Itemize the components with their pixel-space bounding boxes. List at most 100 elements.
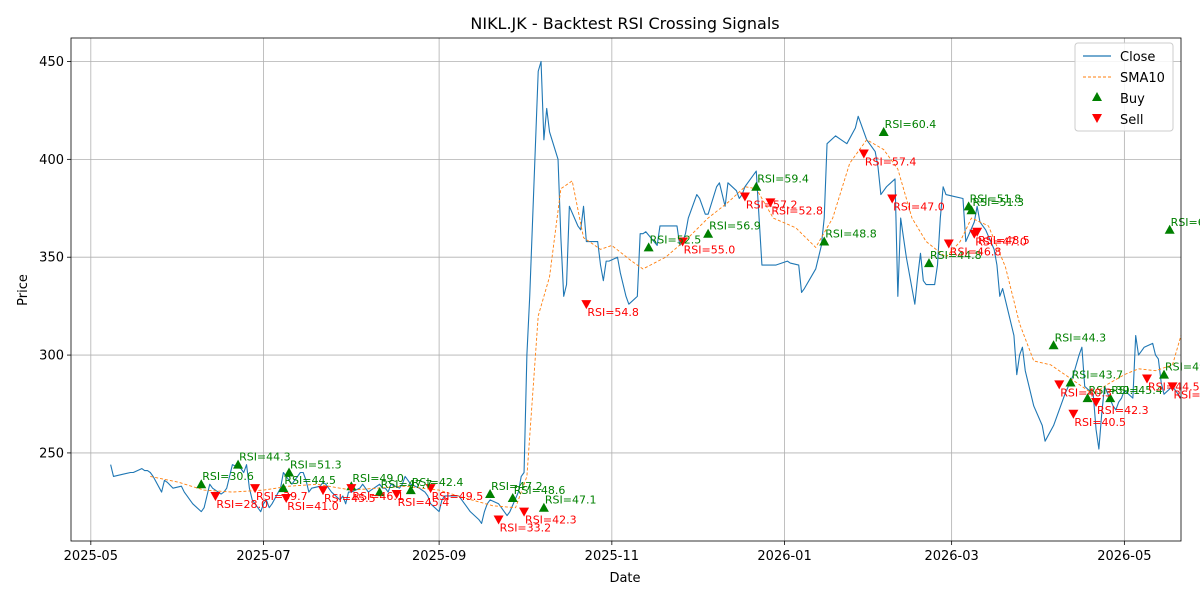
buy-marker xyxy=(278,483,289,493)
buy-marker xyxy=(1065,377,1076,387)
buy-marker xyxy=(966,205,977,215)
buy-annotation: RSI=42.4 xyxy=(412,476,464,489)
sell-marker xyxy=(250,484,261,494)
buy-annotation: RSI=52.5 xyxy=(650,233,702,246)
plot-frame xyxy=(70,37,1182,542)
sell-marker xyxy=(519,507,530,517)
sell-annotation: RSI=42.3 xyxy=(525,514,577,527)
buy-marker xyxy=(1048,340,1059,350)
close-price-line xyxy=(110,60,1182,524)
buy-annotation: RSI=49.0 xyxy=(352,472,404,485)
buy-annotation: RSI=48.8 xyxy=(825,228,877,241)
buy-annotation: RSI=51.3 xyxy=(972,196,1024,209)
y-tick-label: 450 xyxy=(39,55,64,70)
sell-annotation: RSI=42.3 xyxy=(1097,404,1149,417)
x-tick-label: 2026-05 xyxy=(1097,549,1151,564)
buy-marker xyxy=(374,487,385,497)
x-axis-ticks: 2025-05 2025-07 2025-09 2025-11 2026-01 2026-… xyxy=(64,541,1152,564)
buy-annotation: RSI=30.6 xyxy=(202,470,254,483)
buy-marker xyxy=(819,236,830,246)
signal-markers xyxy=(196,126,1178,525)
sell-marker xyxy=(1091,398,1102,408)
x-tick-label: 2025-05 xyxy=(64,549,118,564)
buy-marker xyxy=(751,181,762,191)
x-axis-label: Date xyxy=(609,571,640,586)
sell-marker xyxy=(346,484,357,494)
buy-marker xyxy=(196,479,207,489)
sell-annotation: RSI=40.5 xyxy=(1074,416,1126,429)
buy-annotation: RSI=59.4 xyxy=(757,173,809,186)
buy-annotation: RSI=44.5 xyxy=(284,474,336,487)
sell-marker xyxy=(739,192,750,202)
sell-marker xyxy=(1142,374,1153,384)
buy-marker xyxy=(1082,393,1093,403)
y-axis-label: Price xyxy=(16,274,31,306)
sell-marker xyxy=(210,491,221,501)
buy-marker xyxy=(643,242,654,252)
legend-box xyxy=(1074,42,1174,132)
buy-marker xyxy=(878,126,889,136)
sell-annotation: RSI=49.5 xyxy=(432,490,484,503)
sell-annotation: RSI=47.0 xyxy=(975,236,1027,249)
buy-marker xyxy=(405,485,416,495)
sell-marker xyxy=(972,227,983,237)
sell-annotation: RSI=40.3 xyxy=(1060,386,1112,399)
sell-annotation: RSI=41.0 xyxy=(287,500,339,513)
buy-annotation: RSI=60.4 xyxy=(885,118,937,131)
buy-annotation: RSI=51.8 xyxy=(970,192,1022,205)
buy-marker xyxy=(284,467,295,477)
y-tick-label: 300 xyxy=(39,349,64,364)
legend-sma-label: SMA10 xyxy=(1120,71,1165,86)
buy-annotation: RSI=45.4 xyxy=(1111,384,1163,397)
buy-annotation: RSI=43.7 xyxy=(1072,368,1124,381)
legend-buy-label: Buy xyxy=(1120,92,1145,107)
buy-marker xyxy=(233,459,244,469)
legend-sell-label: Sell xyxy=(1120,113,1143,128)
y-axis-ticks: 250 300 350 400 450 xyxy=(39,55,71,461)
x-tick-label: 2025-09 xyxy=(412,549,466,564)
x-tick-label: 2026-01 xyxy=(757,549,811,564)
sell-annotation: RSI=33.2 xyxy=(500,521,552,534)
sell-annotation: RSI=39.7 xyxy=(256,490,308,503)
buy-marker xyxy=(1164,224,1175,234)
y-tick-label: 250 xyxy=(39,446,64,461)
sell-marker xyxy=(943,239,954,249)
sell-marker xyxy=(1167,382,1178,392)
buy-annotation: RSI=51.3 xyxy=(290,458,342,471)
sell-annotation: RSI=57.2 xyxy=(746,199,798,212)
sell-annotation: RSI=55.0 xyxy=(684,244,736,257)
buy-marker xyxy=(703,228,714,238)
sell-marker xyxy=(1054,380,1065,390)
sell-marker xyxy=(391,490,402,500)
buy-annotation: RSI=44.3 xyxy=(239,451,291,464)
sell-marker xyxy=(1068,409,1079,419)
y-tick-label: 350 xyxy=(39,251,64,266)
sell-annotation: RSI=48.5 xyxy=(978,234,1030,247)
sma10-line xyxy=(150,139,1182,509)
sell-marker xyxy=(281,493,292,503)
buy-marker xyxy=(485,489,496,499)
sell-marker xyxy=(425,484,436,494)
buy-annotation: RSI=47.2 xyxy=(491,480,543,493)
sell-marker xyxy=(887,194,898,204)
sell-annotation: RSI=28.0 xyxy=(216,498,268,511)
sell-annotation: RSI=54.8 xyxy=(587,306,639,319)
series-layer xyxy=(110,60,1182,524)
legend-close-label: Close xyxy=(1120,50,1155,65)
sell-annotation: RSI=52.8 xyxy=(771,204,823,217)
sell-annotation: RSI=46.9 xyxy=(1174,388,1200,401)
buy-annotation: RSI=49.4 xyxy=(1165,361,1200,374)
x-tick-label: 2025-07 xyxy=(236,549,290,564)
buy-marker xyxy=(507,492,518,502)
buy-marker xyxy=(538,502,549,512)
sell-annotation: RSI=44.5 xyxy=(1148,381,1200,394)
buy-annotation: RSI=69.6 xyxy=(1171,216,1200,229)
buy-annotation: RSI=47.1 xyxy=(545,494,597,507)
y-tick-label: 400 xyxy=(39,153,64,168)
buy-annotation: RSI=48.6 xyxy=(514,484,566,497)
sell-marker xyxy=(581,300,592,310)
sell-marker xyxy=(858,149,869,159)
buy-annotation: RSI=44.3 xyxy=(1055,331,1107,344)
legend: Close SMA10 Buy Sell xyxy=(1074,42,1174,132)
